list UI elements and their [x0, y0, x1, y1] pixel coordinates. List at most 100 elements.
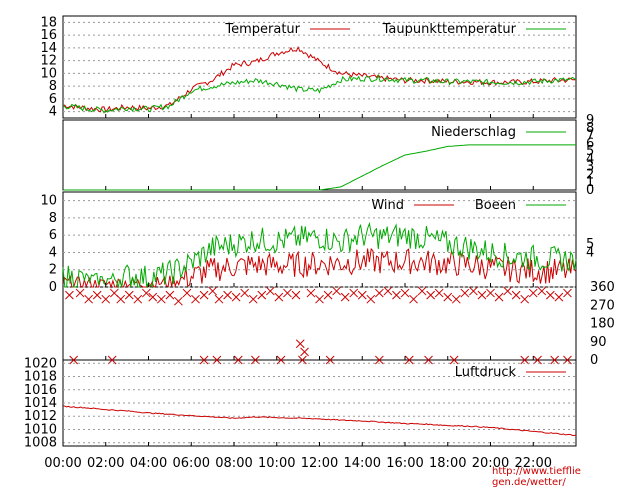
- series-line-taupunkttemperatur: [62, 74, 577, 114]
- x-tick-label: 12:00: [301, 456, 338, 471]
- direction-marker: [107, 355, 117, 365]
- direction-marker: [545, 290, 555, 300]
- legend-label: Luftdruck: [455, 365, 517, 380]
- direction-marker: [298, 355, 307, 365]
- direction-marker: [233, 355, 243, 365]
- direction-marker: [75, 288, 85, 298]
- y-tick-label: 8: [49, 211, 57, 226]
- y-tick-label: 1010: [24, 422, 57, 437]
- direction-marker: [101, 294, 111, 304]
- direction-marker: [174, 296, 183, 306]
- direction-marker: [424, 355, 433, 365]
- y-tick-label: 1012: [24, 409, 57, 424]
- legend-label: Temperatur: [224, 22, 300, 37]
- direction-marker: [291, 290, 301, 300]
- legend-label: Boeen: [475, 198, 516, 213]
- y-tick-label-right: 4: [586, 245, 594, 260]
- y-tick-label: 2: [49, 263, 57, 278]
- y-tick-label: 16: [40, 28, 57, 43]
- x-tick-label: 06:00: [173, 456, 210, 471]
- direction-marker: [199, 290, 209, 300]
- x-tick-label: 04:00: [130, 456, 167, 471]
- direction-marker: [409, 294, 418, 304]
- y-tick-label: 10: [40, 194, 57, 209]
- x-tick-label: 08:00: [215, 456, 252, 471]
- y-tick-label-right: 6: [586, 136, 594, 151]
- direction-marker: [251, 355, 260, 365]
- y-tick-label-right: 3: [586, 160, 594, 175]
- direction-marker: [357, 290, 367, 300]
- y-tick-label-right: 7: [586, 129, 594, 144]
- y-tick-label-right: 0: [590, 353, 598, 368]
- direction-marker: [374, 355, 384, 365]
- direction-marker: [533, 355, 542, 365]
- direction-marker: [554, 292, 564, 302]
- direction-marker: [191, 294, 200, 304]
- y-tick-label: 6: [49, 228, 57, 243]
- direction-marker: [165, 290, 175, 300]
- y-tick-label: 8: [49, 79, 57, 94]
- direction-marker: [274, 292, 284, 302]
- direction-marker: [276, 355, 286, 365]
- y-tick-label: 1016: [24, 383, 57, 398]
- direction-marker: [563, 288, 572, 298]
- y-tick-label-right: 1: [586, 175, 594, 190]
- direction-marker: [349, 288, 359, 298]
- y-tick-label: 18: [40, 15, 57, 30]
- direction-marker: [116, 294, 126, 304]
- y-tick-label: 1014: [24, 396, 57, 411]
- y-tick-label: 14: [40, 41, 57, 56]
- direction-marker: [486, 288, 495, 298]
- y-tick-label-right: 9: [586, 113, 594, 128]
- y-tick-label: 1008: [24, 436, 57, 451]
- direction-marker: [550, 355, 559, 365]
- direction-marker: [265, 286, 275, 296]
- y-tick-label: 4: [49, 105, 57, 120]
- y-tick-label-right: 2: [586, 167, 594, 182]
- direction-marker: [92, 290, 102, 300]
- direction-marker: [84, 294, 94, 304]
- direction-marker: [451, 294, 461, 304]
- x-tick-label: 14:00: [344, 456, 381, 471]
- direction-marker: [248, 294, 258, 304]
- direction-marker: [142, 288, 151, 298]
- y-tick-label: 12: [40, 54, 57, 69]
- y-tick-label-right: 4: [586, 152, 594, 167]
- direction-marker: [528, 288, 538, 298]
- direction-marker: [537, 286, 547, 296]
- direction-marker: [520, 294, 530, 304]
- y-tick-label: 1020: [24, 356, 57, 371]
- direction-marker: [325, 355, 335, 365]
- direction-marker: [520, 355, 530, 365]
- direction-marker: [563, 355, 572, 365]
- series-line-temperatur: [62, 45, 577, 113]
- direction-marker: [124, 290, 134, 300]
- panel-frame-wind-direction: [62, 286, 577, 361]
- direction-marker: [212, 355, 222, 365]
- x-tick-label: 02:00: [87, 456, 124, 471]
- legend-label: Wind: [371, 198, 404, 213]
- direction-marker: [374, 288, 384, 298]
- y-tick-label: 4: [49, 245, 57, 260]
- direction-marker: [315, 294, 324, 304]
- direction-marker: [240, 288, 250, 298]
- series-line-boeen: [62, 221, 577, 289]
- series-line-luftdruck: [62, 405, 576, 437]
- y-tick-label: 10: [40, 66, 57, 81]
- direction-marker: [366, 294, 376, 304]
- footer-url[interactable]: http://www.tiefflie gen.de/wetter/: [492, 466, 581, 488]
- direction-marker: [214, 294, 224, 304]
- legend-label: Taupunkttemperatur: [382, 22, 517, 37]
- y-tick-label-right: 8: [586, 121, 594, 136]
- direction-marker: [392, 290, 401, 300]
- x-tick-label: 00:00: [44, 456, 81, 471]
- x-tick-label: 16:00: [386, 456, 423, 471]
- direction-marker: [156, 294, 166, 304]
- direction-marker: [443, 292, 453, 302]
- direction-marker: [133, 294, 143, 304]
- direction-marker: [426, 290, 436, 300]
- direction-marker: [208, 286, 217, 296]
- direction-marker: [283, 288, 292, 298]
- direction-marker: [223, 290, 232, 300]
